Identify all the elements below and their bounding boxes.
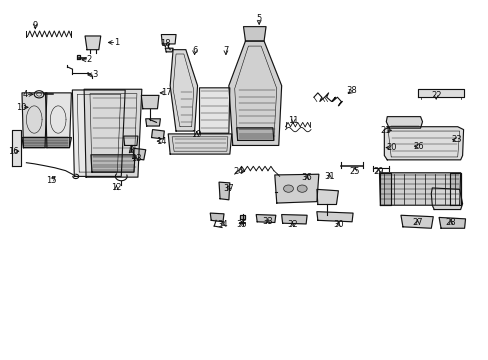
Polygon shape [281,215,306,224]
Text: 1: 1 [114,38,119,47]
Polygon shape [85,36,101,50]
Polygon shape [22,138,71,148]
Polygon shape [45,93,71,148]
Text: 30: 30 [332,220,343,229]
Text: 26: 26 [412,142,423,151]
Text: 34: 34 [217,220,228,229]
Text: 27: 27 [411,218,422,227]
Text: 13: 13 [130,154,141,163]
Polygon shape [449,173,460,205]
Polygon shape [274,174,318,203]
Polygon shape [84,89,142,177]
Polygon shape [141,95,159,109]
Text: 22: 22 [430,91,441,100]
Polygon shape [256,215,275,222]
Text: 7: 7 [223,46,228,55]
Text: 38: 38 [346,86,357,95]
Polygon shape [316,212,352,222]
Polygon shape [168,134,231,154]
Text: 31: 31 [324,172,334,181]
Text: 12: 12 [111,184,122,193]
Polygon shape [384,127,463,160]
Polygon shape [219,182,229,200]
Text: 9: 9 [33,22,38,31]
Polygon shape [243,27,265,41]
Text: 4: 4 [23,90,28,99]
Polygon shape [170,50,197,131]
Polygon shape [145,119,160,126]
Text: 21: 21 [379,126,390,135]
Text: 35: 35 [236,220,246,229]
Polygon shape [77,55,80,59]
Text: 11: 11 [287,116,298,125]
Text: 36: 36 [301,174,312,183]
Polygon shape [22,93,47,148]
Polygon shape [417,89,463,97]
Polygon shape [438,217,465,228]
Text: 23: 23 [450,135,461,144]
Text: 17: 17 [161,89,171,98]
Text: 6: 6 [192,46,197,55]
Text: 29: 29 [372,167,383,176]
Text: 19: 19 [191,130,202,139]
Polygon shape [151,130,164,139]
Polygon shape [239,215,245,219]
Polygon shape [430,188,462,210]
Polygon shape [72,90,125,176]
Text: 14: 14 [156,137,166,146]
Polygon shape [380,173,390,205]
Text: 18: 18 [160,40,170,49]
Polygon shape [316,189,338,204]
Text: 24: 24 [233,167,244,176]
Polygon shape [386,117,422,128]
Polygon shape [12,130,20,166]
Polygon shape [210,213,224,222]
Text: 16: 16 [8,147,19,156]
Text: 3: 3 [92,71,97,80]
Text: 28: 28 [445,218,455,227]
Polygon shape [91,155,135,172]
Text: 10: 10 [16,103,27,112]
Text: 25: 25 [349,167,360,176]
Text: 15: 15 [46,176,57,185]
Text: 33: 33 [262,217,273,226]
Text: 20: 20 [385,143,396,152]
Polygon shape [199,88,229,133]
Polygon shape [123,136,138,145]
Text: 2: 2 [86,55,91,64]
Circle shape [297,185,306,192]
Polygon shape [165,48,173,52]
Polygon shape [161,35,176,44]
Polygon shape [379,173,460,205]
Text: 5: 5 [256,14,261,23]
Polygon shape [228,41,281,145]
Text: 37: 37 [223,184,234,193]
Text: 32: 32 [286,220,297,229]
Polygon shape [400,215,432,228]
Polygon shape [236,128,273,140]
Text: 8: 8 [128,146,133,155]
Circle shape [283,185,293,192]
Polygon shape [133,148,145,160]
